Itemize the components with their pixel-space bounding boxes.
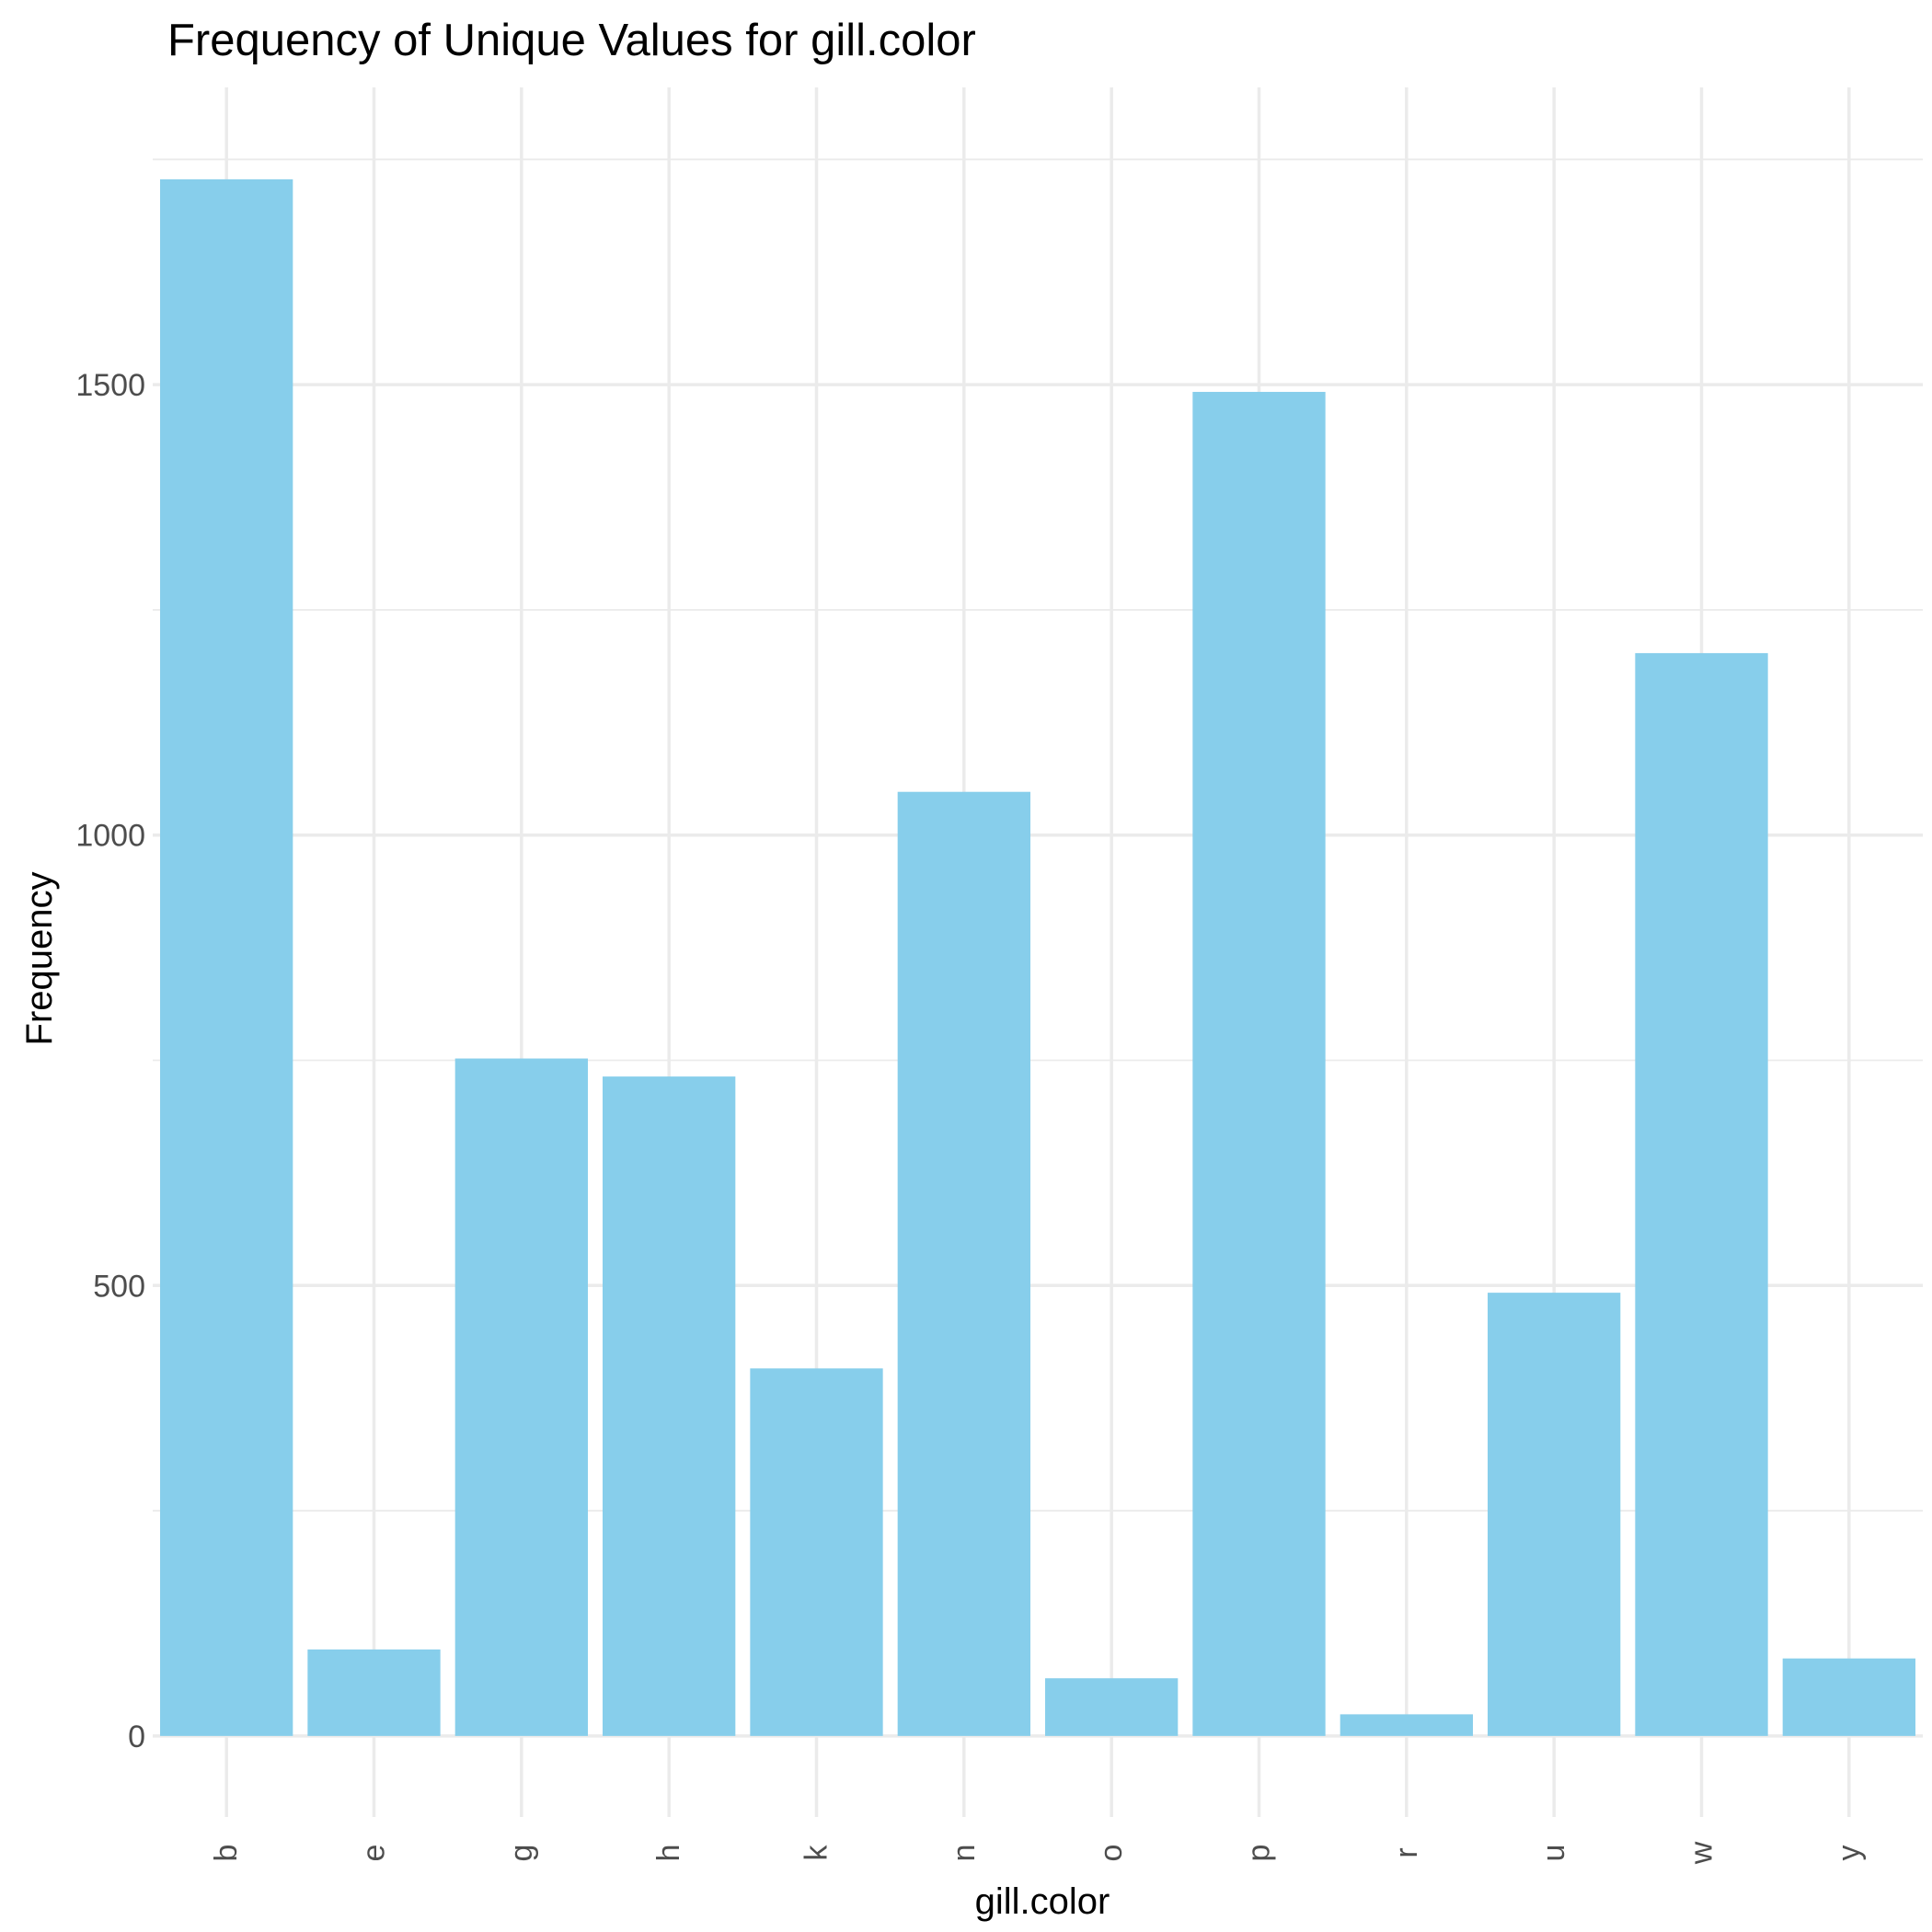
x-tick-label: b — [209, 1845, 244, 1862]
bar-g — [454, 1058, 588, 1736]
y-axis-title: Frequency — [19, 872, 60, 1046]
x-axis-title: gill.color — [975, 1881, 1110, 1922]
bar-w — [1635, 652, 1768, 1736]
bars — [160, 178, 1915, 1736]
bar-b — [160, 178, 293, 1736]
x-tick-label: p — [1242, 1845, 1277, 1862]
x-tick-label: y — [1832, 1846, 1867, 1861]
x-tick-label: g — [504, 1845, 539, 1862]
bar-y — [1782, 1658, 1915, 1736]
bar-h — [603, 1076, 736, 1736]
bar-r — [1340, 1714, 1473, 1736]
y-tick-label: 1000 — [75, 819, 145, 854]
x-tick-label: e — [357, 1845, 392, 1862]
bar-p — [1192, 391, 1326, 1736]
x-tick-label: k — [799, 1845, 834, 1861]
x-tick-label: o — [1094, 1845, 1129, 1862]
y-tick-label: 500 — [93, 1269, 145, 1304]
x-tick-label: n — [947, 1845, 982, 1862]
bar-u — [1488, 1293, 1621, 1736]
y-tick-labels: 0 500 1000 1500 — [75, 368, 145, 1754]
x-tick-label: h — [651, 1845, 686, 1862]
bar-o — [1045, 1678, 1179, 1736]
bar-e — [307, 1649, 441, 1736]
x-tick-label: u — [1536, 1845, 1571, 1862]
x-tick-label: r — [1389, 1847, 1424, 1857]
x-tick-label: w — [1685, 1841, 1719, 1865]
bar-k — [750, 1368, 883, 1736]
bar-n — [897, 791, 1030, 1736]
chart-title: Frequency of Unique Values for gill.colo… — [167, 16, 976, 65]
y-tick-label: 0 — [128, 1719, 145, 1754]
y-tick-label: 1500 — [75, 368, 145, 403]
